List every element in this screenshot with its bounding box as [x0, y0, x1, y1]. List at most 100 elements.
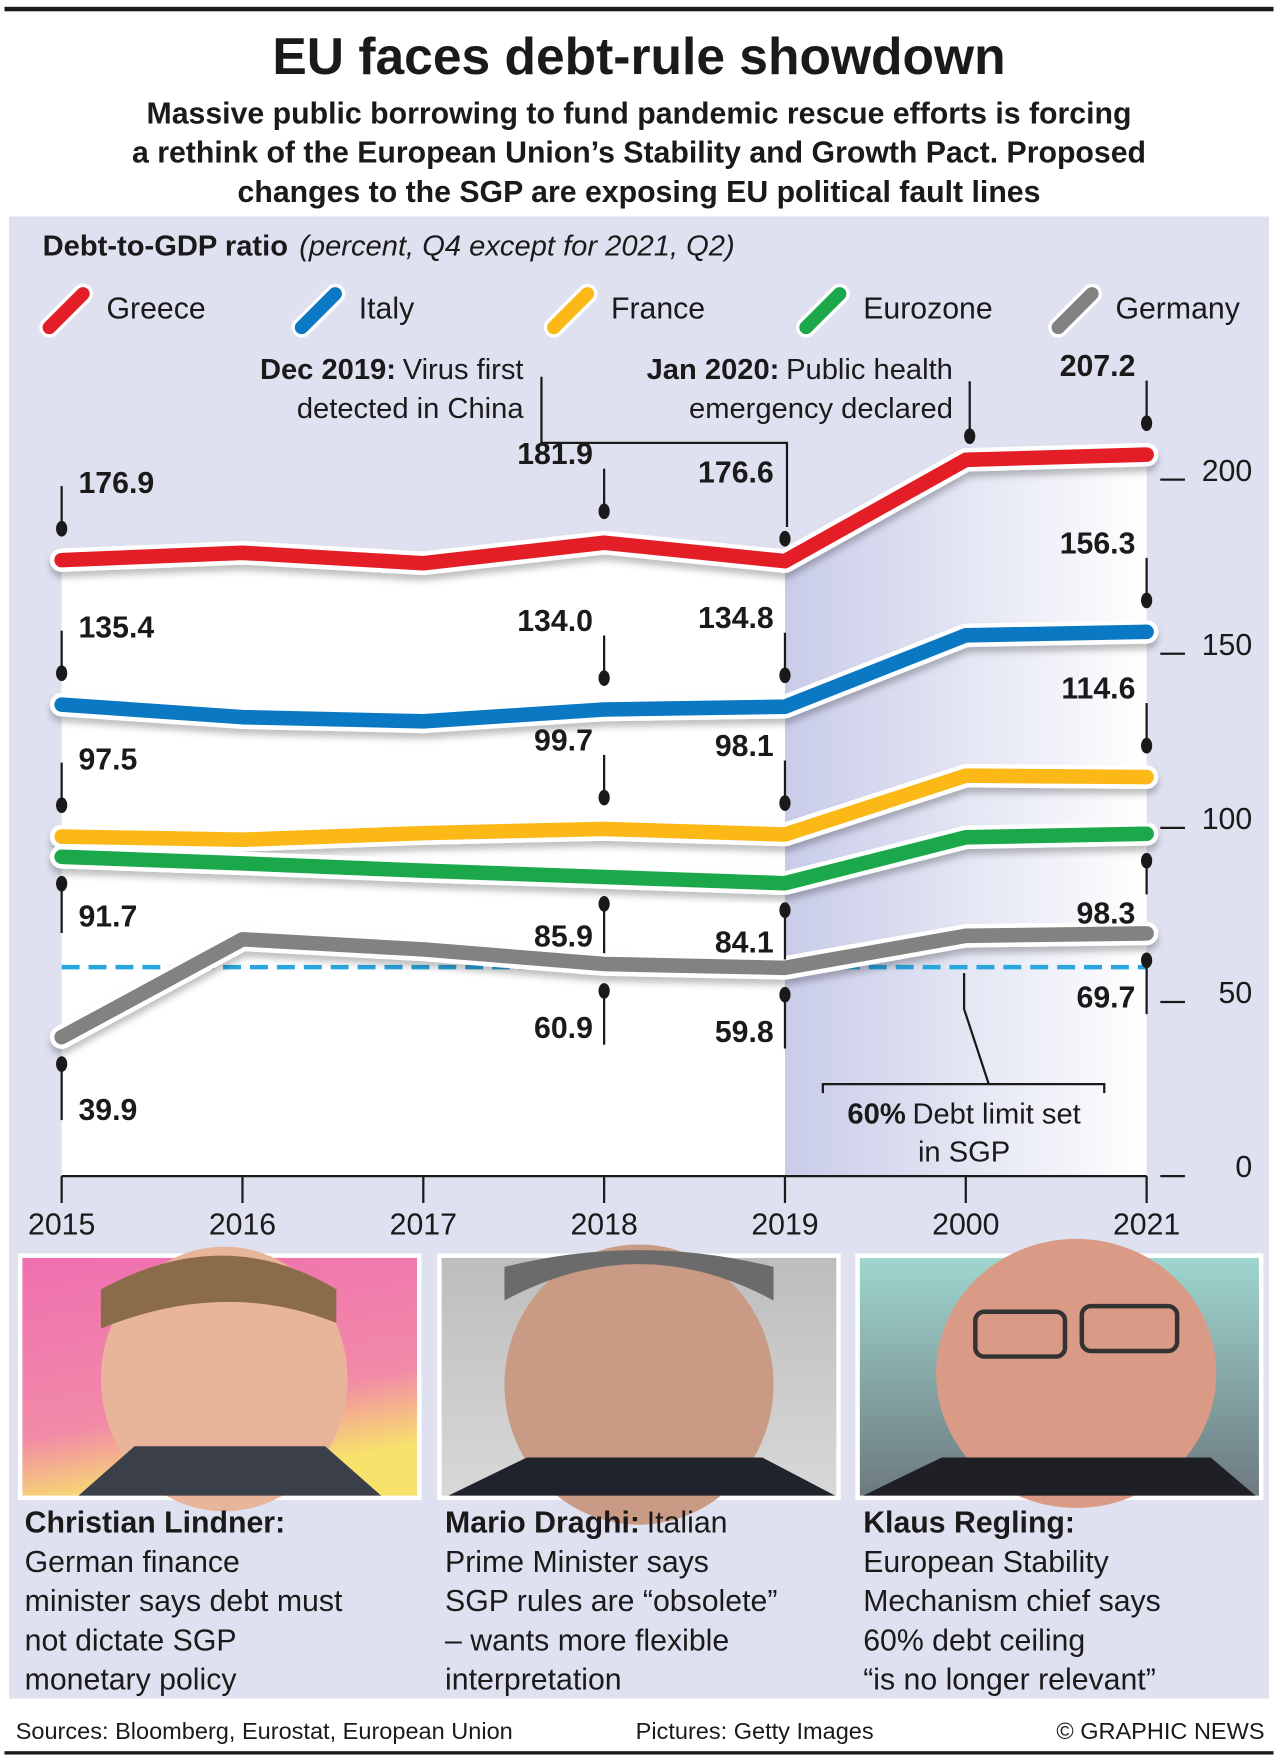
- series-line-france: [54, 768, 1154, 848]
- legend-label-italy: Italy: [359, 292, 415, 325]
- x-tick-label: 2021: [1113, 1208, 1180, 1241]
- axes: 2015 2016 2017 2018 2019 2000 2021 200 150 100 50 0: [28, 455, 1252, 1242]
- pin-dot: [598, 896, 610, 912]
- profile-text: European Stability: [863, 1546, 1109, 1579]
- data-label-italy: 134.0: [517, 605, 593, 638]
- profile-text: not dictate SGP: [25, 1624, 237, 1657]
- y-tick-label: 100: [1202, 803, 1252, 836]
- bottom-rule: [4, 1751, 1274, 1755]
- data-label-greece: 181.9: [517, 438, 593, 471]
- pin-dot: [779, 530, 791, 547]
- pin-dot: [598, 670, 610, 686]
- annotation-leader-dec-2019: [540, 376, 789, 527]
- profile-name: Klaus Regling:: [863, 1507, 1075, 1540]
- pin-dot: [1141, 415, 1153, 432]
- annotation-dec-2019: Dec 2019: Virus first: [260, 354, 524, 386]
- legend-label-eurozone: Eurozone: [863, 292, 993, 325]
- data-label-france: 99.7: [534, 724, 593, 757]
- data-label-greece: 207.2: [1060, 350, 1136, 383]
- footer-credit: © GRAPHIC NEWS: [1056, 1718, 1264, 1744]
- series-lines: [49, 442, 1159, 1049]
- footer-pictures: Pictures: Getty Images: [636, 1718, 874, 1744]
- pin-dot: [1141, 737, 1153, 754]
- profile-text: monetary policy: [25, 1664, 238, 1697]
- reference-line-label: 60% Debt limit set: [847, 1098, 1080, 1130]
- data-label-germany: 69.7: [1077, 981, 1136, 1014]
- data-label-eurozone: 84.1: [715, 927, 774, 960]
- pin-dot: [779, 902, 791, 918]
- pin-dot: [1141, 952, 1153, 969]
- y-tick-label: 50: [1219, 977, 1253, 1010]
- legend-swatch-france: [547, 287, 595, 335]
- x-tick-label: 2016: [209, 1208, 276, 1241]
- annotations: Dec 2019: Virus first detected in China J…: [260, 354, 1106, 1169]
- x-tick-label: 2017: [390, 1208, 457, 1241]
- reference-label-bracket: [821, 1083, 1106, 1094]
- profile-text: “is no longer relevant”: [863, 1664, 1156, 1697]
- top-rule: [4, 6, 1274, 12]
- page-title: EU faces debt-rule showdown: [272, 27, 1005, 85]
- legend-swatch-greece: [42, 287, 90, 335]
- data-label-italy: 156.3: [1060, 527, 1136, 560]
- footer-sources: Sources: Bloomberg, Eurostat, European U…: [16, 1718, 513, 1744]
- x-tick-label: 2018: [570, 1208, 637, 1241]
- data-label-germany: 60.9: [534, 1012, 593, 1045]
- x-tick-label: 2015: [28, 1208, 95, 1241]
- data-label-eurozone: 91.7: [78, 900, 137, 933]
- profile-draghi: Mario Draghi: Italian Prime Minister says…: [437, 1244, 841, 1697]
- data-label-eurozone: 98.3: [1077, 897, 1136, 930]
- y-tick-label: 0: [1235, 1151, 1252, 1184]
- legend-label-france: France: [611, 292, 705, 325]
- profile-lindner: Christian Lindner: German finance minist…: [17, 1246, 422, 1697]
- profile-text: 60% debt ceiling: [863, 1624, 1085, 1657]
- pin-dot: [56, 1056, 68, 1072]
- data-label-germany: 59.8: [715, 1016, 774, 1049]
- pin-dot: [598, 503, 610, 520]
- data-label-italy: 135.4: [78, 611, 154, 644]
- legend-swatch-italy: [294, 287, 342, 335]
- pin-dot: [56, 520, 68, 537]
- profile-text: Prime Minister says: [445, 1546, 709, 1579]
- data-label-greece: 176.9: [78, 467, 154, 500]
- data-label-france: 114.6: [1061, 673, 1135, 706]
- profile-name: Mario Draghi: Italian: [445, 1507, 727, 1540]
- pin-dot: [779, 667, 791, 684]
- reference-label-leader: [962, 973, 990, 1085]
- profile-text: – wants more flexible: [445, 1624, 729, 1657]
- x-tick-label: 2019: [751, 1208, 818, 1241]
- legend-swatch-germany: [1051, 287, 1099, 335]
- data-labels: 176.9 181.9 176.6 207.2 135.4 134.0 134.8 156.3…: [56, 350, 1153, 1127]
- pin-dot: [779, 986, 791, 1003]
- chart-title: Debt-to-GDP ratio (percent, Q4 except for…: [43, 231, 735, 263]
- legend-label-greece: Greece: [107, 292, 206, 325]
- data-label-france: 98.1: [715, 730, 774, 763]
- profile-text: interpretation: [445, 1664, 622, 1697]
- x-tick-label: 2000: [932, 1208, 999, 1241]
- y-tick-label: 200: [1202, 455, 1252, 488]
- series-line-italy: [54, 624, 1154, 729]
- data-label-eurozone: 85.9: [534, 920, 593, 953]
- legend: Greece Italy France Eurozone Germany: [39, 283, 1241, 338]
- profile-text: minister says debt must: [25, 1585, 343, 1618]
- series-line-greece: [54, 447, 1154, 571]
- profile-text: SGP rules are “obsolete”: [445, 1585, 777, 1618]
- annotation-jan-2020-line2: emergency declared: [689, 393, 953, 425]
- pin-dot: [56, 797, 68, 814]
- legend-label-germany: Germany: [1115, 292, 1240, 325]
- pin-dot: [56, 875, 68, 892]
- subtitle-line: Massive public borrowing to fund pandemi…: [147, 97, 1132, 130]
- subtitle-line: changes to the SGP are exposing EU polit…: [238, 176, 1041, 209]
- profile-text: Mechanism chief says: [863, 1585, 1161, 1618]
- legend-swatch-eurozone: [799, 287, 847, 335]
- pin-dot: [1141, 592, 1153, 609]
- series-line-eurozone: [54, 826, 1154, 891]
- data-label-italy: 134.8: [698, 602, 774, 635]
- series-line-germany: [54, 926, 1154, 1045]
- pin-dot: [598, 789, 610, 806]
- pin-dot: [598, 983, 610, 999]
- profile-name: Christian Lindner:: [25, 1507, 286, 1540]
- subtitle-line: a rethink of the European Union’s Stabil…: [132, 137, 1146, 170]
- pin-dot: [779, 795, 791, 811]
- pin-dot: [56, 665, 68, 682]
